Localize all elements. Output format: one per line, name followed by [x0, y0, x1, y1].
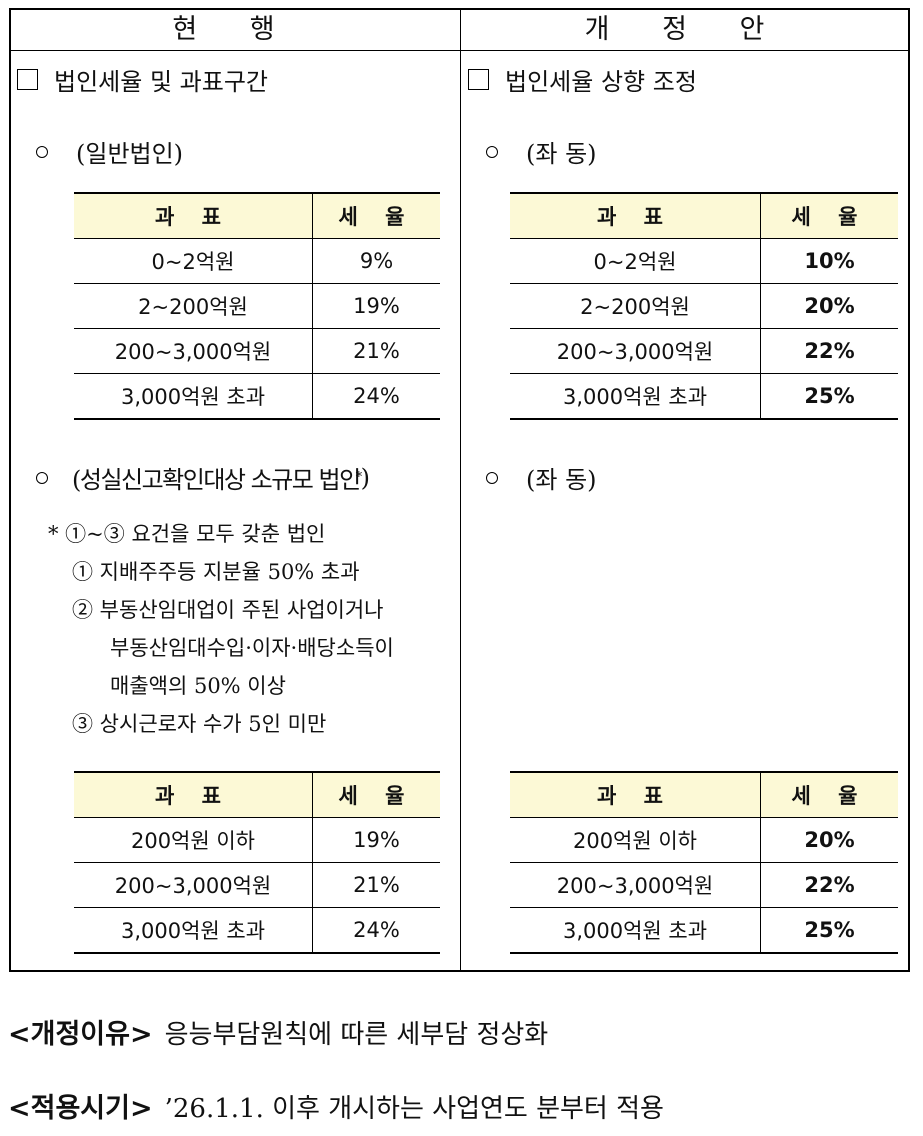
tax-rate-cell: 22%	[760, 328, 898, 374]
table-header-tax-rate: 세 율	[760, 771, 898, 818]
tax-base-cell: 3,000억원 초과	[510, 373, 761, 420]
table-row: 2~200억원 19%	[74, 283, 440, 329]
note-line: * ①~③ 요건을 모두 갖춘 법인	[48, 522, 326, 546]
circle-bullet-icon	[486, 471, 498, 484]
square-bullet-icon	[468, 69, 489, 90]
tax-rate-cell: 22%	[760, 862, 898, 908]
column-header-proposed: 개 정 안	[584, 14, 787, 45]
tax-base-cell: 0~2억원	[74, 238, 313, 284]
note-line: 매출액의 50% 이상	[110, 674, 286, 698]
circle-bullet-icon	[36, 471, 48, 484]
tax-base-cell: 3,000억원 초과	[74, 373, 313, 420]
table-row: 3,000억원 초과 24%	[74, 907, 440, 954]
tax-base-cell: 2~200억원	[510, 283, 761, 329]
tax-rate-cell: 20%	[760, 817, 898, 863]
table-header-tax-base: 과 표	[510, 771, 761, 818]
table-header-tax-rate: 세 율	[760, 192, 898, 239]
table-row: 200~3,000억원 22%	[510, 328, 898, 374]
table-header-tax-rate: 세 율	[312, 192, 440, 239]
left-group1-label: (일반법인)	[76, 140, 184, 168]
right-rate-table-general: 과 표 세 율 0~2억원 10% 2~200억원 20% 200~3,000억원 2…	[510, 192, 898, 420]
left-group2-heading: (성실신고확인대상 소규모 법인 *)	[36, 460, 370, 495]
table-header-tax-base: 과 표	[74, 771, 313, 818]
tax-base-cell: 2~200억원	[74, 283, 313, 329]
footnote-marker: *	[355, 470, 363, 485]
right-rate-table-small: 과 표 세 율 200억원 이하 20% 200~3,000억원 22% 3,000…	[510, 771, 898, 954]
table-row: 3,000억원 초과 25%	[510, 907, 898, 954]
note-line: 부동산임대수입·이자·배당소득이	[110, 636, 394, 660]
table-row: 3,000억원 초과 24%	[74, 373, 440, 420]
tax-base-cell: 200~3,000억원	[74, 328, 313, 374]
revision-reason-label: <개정이유>	[8, 1019, 153, 1050]
effective-date-text: ’26.1.1. 이후 개시하는 사업연도 분부터 적용	[164, 1094, 664, 1124]
note-line: ③ 상시근로자 수가 5인 미만	[72, 712, 327, 736]
table-row: 200~3,000억원 22%	[510, 862, 898, 908]
left-group2-close: )	[360, 463, 370, 492]
circle-bullet-icon	[36, 145, 48, 158]
table-row: 2~200억원 20%	[510, 283, 898, 329]
tax-rate-cell: 21%	[312, 862, 440, 908]
table-row: 0~2억원 10%	[510, 238, 898, 284]
tax-rate-cell: 10%	[760, 238, 898, 284]
table-row: 0~2억원 9%	[74, 238, 440, 284]
tax-rate-cell: 19%	[312, 817, 440, 863]
tax-base-cell: 200억원 이하	[510, 817, 761, 863]
tax-rate-cell: 25%	[760, 907, 898, 954]
right-group2-label: (좌 동)	[526, 466, 597, 494]
tax-base-cell: 200~3,000억원	[74, 862, 313, 908]
tax-base-cell: 3,000억원 초과	[510, 907, 761, 954]
tax-base-cell: 0~2억원	[510, 238, 761, 284]
tax-rate-cell: 9%	[312, 238, 440, 284]
tax-rate-cell: 19%	[312, 283, 440, 329]
left-group2-label: (성실신고확인대상 소규모 법인	[72, 466, 361, 494]
note-line: ① 지배주주등 지분율 50% 초과	[72, 560, 360, 584]
left-requirements-notes: * ①~③ 요건을 모두 갖춘 법인 ① 지배주주등 지분율 50% 초과 ② …	[48, 515, 394, 743]
note-line: ② 부동산임대업이 주된 사업이거나	[72, 598, 384, 622]
header-divider	[9, 50, 910, 51]
revision-reason: <개정이유> 응능부담원칙에 따른 세부담 정상화	[8, 1012, 548, 1051]
tax-base-cell: 200~3,000억원	[510, 862, 761, 908]
square-bullet-icon	[17, 69, 38, 90]
table-row: 200억원 이하 20%	[510, 817, 898, 863]
revision-reason-text: 응능부담원칙에 따른 세부담 정상화	[164, 1020, 549, 1050]
table-row: 200~3,000억원 21%	[74, 862, 440, 908]
comparison-frame	[9, 8, 910, 972]
left-section-heading: 법인세율 및 과표구간	[17, 62, 268, 97]
left-group1-heading: (일반법인)	[36, 134, 183, 169]
circle-bullet-icon	[486, 145, 498, 158]
tax-rate-cell: 21%	[312, 328, 440, 374]
tax-rate-cell: 24%	[312, 373, 440, 420]
left-rate-table-small: 과 표 세 율 200억원 이하 19% 200~3,000억원 21% 3,000…	[74, 771, 440, 954]
tax-rate-cell: 24%	[312, 907, 440, 954]
tax-base-cell: 3,000억원 초과	[74, 907, 313, 954]
right-group2-heading: (좌 동)	[486, 460, 597, 495]
table-row: 200~3,000억원 21%	[74, 328, 440, 374]
tax-rate-cell: 25%	[760, 373, 898, 420]
left-rate-table-general: 과 표 세 율 0~2억원 9% 2~200억원 19% 200~3,000억원 21…	[74, 192, 440, 420]
tax-rate-cell: 20%	[760, 283, 898, 329]
right-group1-heading: (좌 동)	[486, 134, 597, 169]
effective-date-label: <적용시기>	[8, 1093, 153, 1124]
table-row: 200억원 이하 19%	[74, 817, 440, 863]
left-section-title: 법인세율 및 과표구간	[54, 68, 268, 96]
tax-base-cell: 200억원 이하	[74, 817, 313, 863]
tax-base-cell: 200~3,000억원	[510, 328, 761, 374]
right-section-title: 법인세율 상향 조정	[505, 68, 697, 96]
right-group1-label: (좌 동)	[526, 140, 597, 168]
table-header-tax-base: 과 표	[74, 192, 313, 239]
effective-date: <적용시기> ’26.1.1. 이후 개시하는 사업연도 분부터 적용	[8, 1086, 664, 1125]
column-divider	[460, 8, 461, 972]
table-row: 3,000억원 초과 25%	[510, 373, 898, 420]
table-header-tax-rate: 세 율	[312, 771, 440, 818]
table-header-tax-base: 과 표	[510, 192, 761, 239]
right-section-heading: 법인세율 상향 조정	[468, 62, 697, 97]
column-header-current: 현 행	[172, 14, 297, 45]
